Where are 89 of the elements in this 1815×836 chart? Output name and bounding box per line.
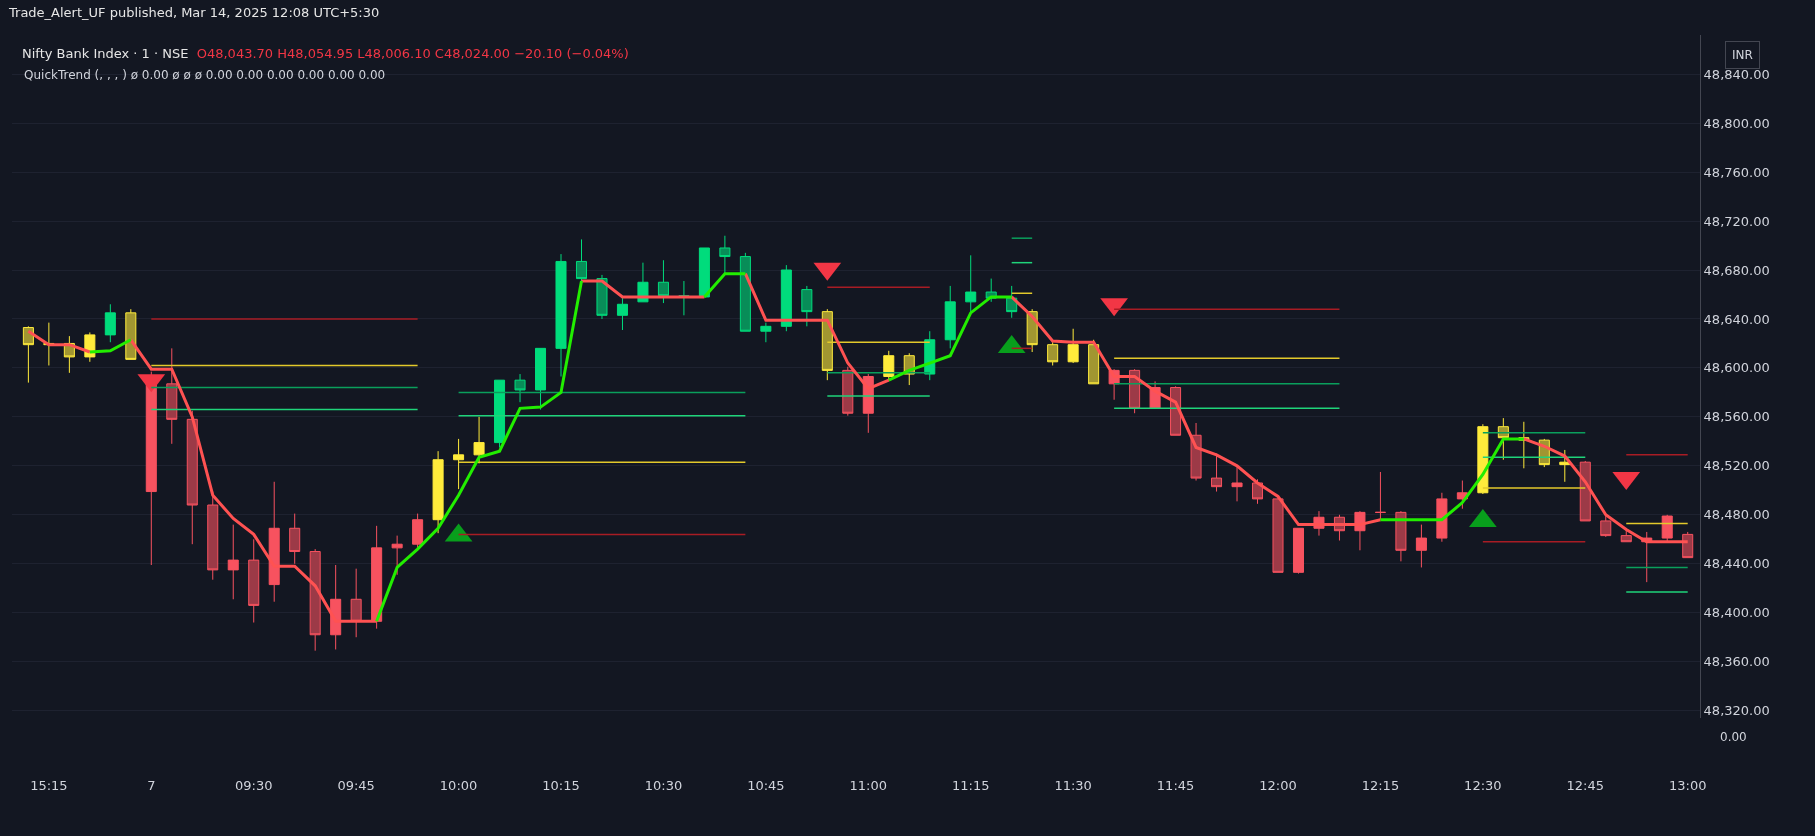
x-tick-label: 11:30: [1054, 778, 1092, 793]
candlestick: [944, 285, 956, 349]
candlestick: [596, 274, 608, 320]
y-tick-label: 48,800.00: [1703, 115, 1770, 131]
x-tick-label: 11:00: [849, 778, 888, 793]
candlestick: [575, 238, 588, 282]
candlestick: [248, 538, 260, 624]
y-tick-label: 48,840.00: [1703, 66, 1770, 82]
x-tick-label: 11:45: [1156, 778, 1195, 793]
x-tick-label: 12:00: [1259, 778, 1297, 793]
candlestick: [1047, 341, 1059, 366]
candlestick: [350, 568, 362, 638]
candlestick: [166, 347, 178, 445]
text: 0.00: [1720, 730, 1747, 744]
candlestick: [1620, 529, 1632, 543]
candlestick: [780, 264, 792, 332]
x-tick-label: 10:00: [439, 778, 478, 793]
candlestick: [1395, 510, 1407, 562]
candlestick: [883, 350, 895, 381]
candlestick: [698, 247, 710, 298]
candlestick: [309, 548, 321, 652]
x-tick-label: 7: [147, 778, 156, 793]
candlestick: [1272, 495, 1284, 573]
candlestick: [494, 379, 506, 448]
x-tick-label: 09:30: [235, 778, 273, 793]
y-tick-label: 48,480.00: [1703, 507, 1770, 523]
candlestick: [555, 253, 567, 377]
candlestick: [104, 303, 116, 343]
annotation: QuickTrend (, , , ) ø 0.00 ø ø ø 0.00 0.00 0.00 0.00 0.00 0.00: [24, 68, 386, 82]
candlestick: [1415, 524, 1427, 568]
candlestick: [268, 481, 280, 603]
candlestick: [535, 347, 547, 411]
candlestick: [514, 373, 526, 403]
text: Nifty Bank Index · 1 · NSE: [22, 45, 189, 61]
y-tick-label: 48,720.00: [1703, 213, 1770, 229]
candlestick: [145, 371, 157, 566]
candlestick: [801, 285, 813, 327]
candlestick: [1067, 328, 1079, 364]
y-tick-label: 48,520.00: [1703, 458, 1770, 474]
text: Trade_Alert_UF published, Mar 14, 2025 12:08 UTC+5:30: [8, 5, 380, 20]
text: O48,043.70 H48,054.95 L48,006.10 C48,024.00 −20.10 (−0.04%): [196, 45, 629, 61]
candlestick: [473, 416, 485, 464]
y-tick-label: 48,640.00: [1703, 311, 1770, 327]
x-tick-label: 10:15: [542, 778, 580, 793]
candlestick: [1292, 527, 1304, 575]
candlestick: [412, 513, 424, 549]
candlestick: [965, 254, 977, 314]
candlestick: [432, 450, 444, 534]
y-tick-label: 48,760.00: [1703, 164, 1770, 180]
candlestick: [1559, 449, 1571, 483]
y-tick-label: 48,680.00: [1703, 262, 1770, 278]
candlestick: [186, 410, 198, 545]
x-tick-label: 10:30: [644, 778, 683, 793]
candlestick: [719, 235, 731, 275]
candlestick: [1252, 478, 1264, 505]
y-tick-label: 48,560.00: [1703, 409, 1770, 425]
y-tick-label: 48,400.00: [1703, 605, 1770, 621]
candlestick: [227, 524, 239, 600]
candlestick: [739, 252, 751, 332]
candlestick: [391, 535, 403, 576]
candlestick: [371, 525, 383, 630]
candlestick: [1088, 339, 1100, 385]
candlestick: [453, 438, 465, 490]
candlestick: [1231, 466, 1243, 502]
y-tick-label: 48,440.00: [1703, 556, 1770, 572]
candlestick: [1436, 492, 1448, 543]
x-tick-label: 09:45: [337, 778, 375, 793]
candlestick: [22, 325, 34, 384]
x-tick-label: 13:00: [1668, 778, 1707, 793]
x-tick-label: 11:15: [951, 778, 990, 793]
candlestick: [1374, 471, 1386, 521]
y-tick-label: 48,360.00: [1703, 654, 1770, 670]
candlestick: [616, 297, 628, 331]
x-tick-label: 10:45: [747, 778, 785, 793]
y-tick-label: 48,600.00: [1703, 360, 1770, 376]
candlestick: [842, 366, 854, 417]
candlestick: [125, 308, 137, 360]
candlestick: [657, 259, 669, 304]
x-tick-label: 12:45: [1566, 778, 1605, 793]
x-tick-label: 12:15: [1361, 778, 1400, 793]
candlestick: [1600, 515, 1612, 538]
candlestick: [821, 308, 833, 381]
x-tick-label: 12:30: [1464, 778, 1502, 793]
y-tick-label: 48,320.00: [1703, 703, 1770, 719]
text: INR: [1732, 48, 1753, 62]
x-tick-label: 15:15: [30, 778, 68, 793]
candlestick: [760, 322, 772, 343]
candlestick: [1682, 531, 1694, 559]
candlestick: [289, 513, 301, 565]
